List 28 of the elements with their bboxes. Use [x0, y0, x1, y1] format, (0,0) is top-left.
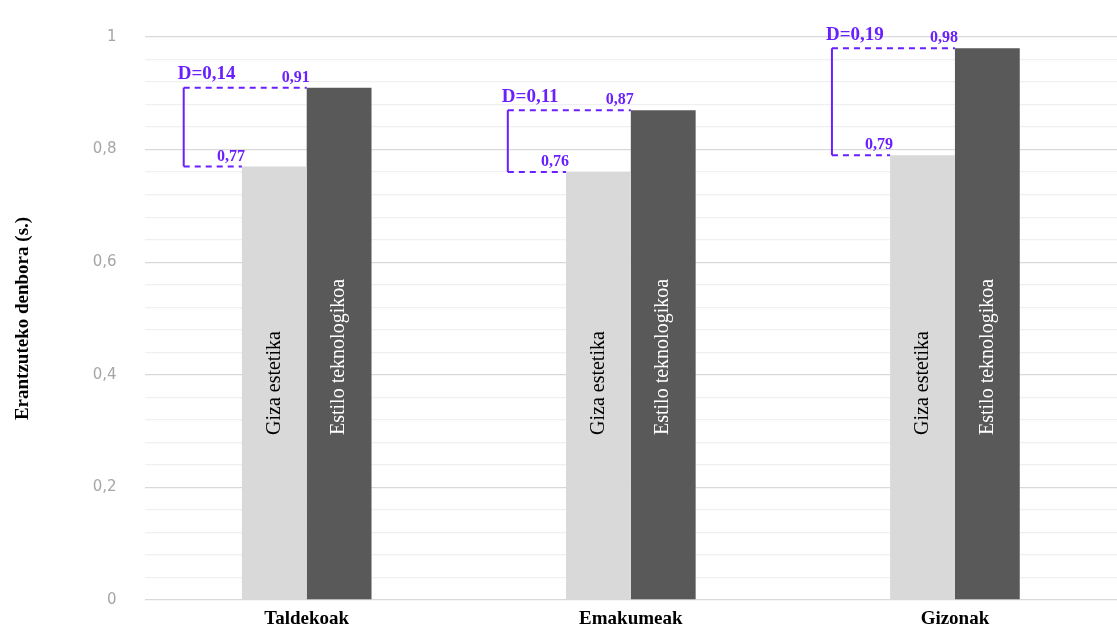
bar [630, 110, 696, 600]
y-axis-title: Erantzuteko denbora (s.) [11, 216, 34, 421]
y-tick-label: 0,4 [92, 364, 117, 383]
x-tick-label: Emakumeak [579, 607, 683, 629]
x-tick-label: Taldekoak [264, 607, 350, 629]
y-tick-label: 0,2 [92, 477, 117, 496]
data-label: 0,76 [541, 152, 569, 170]
data-label: 0,79 [865, 135, 894, 153]
series-label: Giza estetika [909, 331, 932, 435]
bar [306, 87, 372, 600]
annotation: D=0,14 [177, 62, 237, 84]
text: Giza estetika [585, 331, 608, 435]
data-label: 0,91 [281, 67, 310, 85]
annotation: D=0,19 [825, 22, 884, 44]
annotation: D=0,11 [501, 84, 559, 106]
y-tick-label: 1 [107, 26, 117, 45]
data-label: 0,98 [929, 28, 958, 46]
series-label: Estilo teknologikoa [650, 278, 674, 435]
y-tick-label: 0,8 [92, 139, 117, 158]
bar [954, 48, 1020, 600]
text: Estilo teknologikoa [974, 278, 997, 435]
text: Estilo teknologikoa [326, 278, 349, 435]
x-tick-label: Gizonak [920, 607, 990, 629]
y-tick-label: 0,6 [92, 252, 117, 271]
data-label: 0,87 [605, 90, 634, 108]
text: Giza estetika [261, 331, 284, 435]
data-label: 0,77 [216, 146, 245, 164]
y-tick-label: 0 [107, 589, 117, 608]
